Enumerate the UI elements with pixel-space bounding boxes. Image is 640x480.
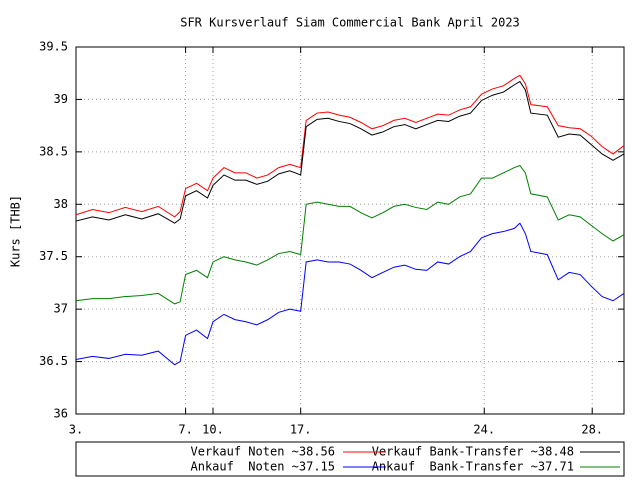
legend-label: Ankauf Bank-Transfer ~37.71 — [372, 460, 574, 474]
legend-label: Verkauf Bank-Transfer ~38.48 — [372, 445, 574, 459]
y-axis-label: Kurs [THB] — [9, 195, 23, 267]
legend-label: Verkauf Noten ~38.56 — [191, 445, 336, 459]
y-tick-label: 36.5 — [39, 354, 68, 368]
x-tick-label: 28. — [581, 423, 603, 437]
y-tick-label: 38 — [54, 197, 68, 211]
legend-box — [75, 441, 625, 477]
legend-label: Ankauf Noten ~37.15 — [191, 460, 336, 474]
x-tick-label: 24. — [473, 423, 495, 437]
y-tick-label: 39 — [54, 92, 68, 106]
y-tick-label: 36 — [54, 407, 68, 421]
chart-title: SFR Kursverlauf Siam Commercial Bank Apr… — [180, 16, 520, 30]
series-line — [75, 74, 625, 218]
series-line — [75, 164, 625, 305]
x-tick-label: 7. — [178, 423, 192, 437]
x-tick-label: 17. — [290, 423, 312, 437]
series-line — [75, 222, 625, 366]
y-tick-label: 38.5 — [39, 144, 68, 158]
x-tick-label: 10. — [202, 423, 224, 437]
x-tick-label: 3. — [69, 423, 83, 437]
series-line — [75, 80, 625, 224]
y-tick-label: 39.5 — [39, 40, 68, 54]
plot-frame — [75, 46, 625, 415]
y-tick-label: 37.5 — [39, 249, 68, 263]
y-tick-label: 37 — [54, 302, 68, 316]
